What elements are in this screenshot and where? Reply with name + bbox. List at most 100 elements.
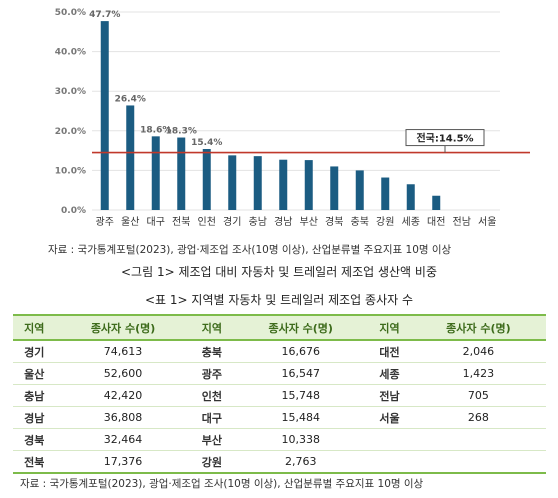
y-axis-tick-labels: 0.0% 10.0% 20.0% 30.0% 40.0% 50.0% (55, 8, 86, 216)
bar (100, 21, 109, 210)
bar (381, 177, 390, 210)
header-region: 지역 (368, 314, 411, 341)
x-tick-label: 강원 (376, 216, 394, 228)
bar (330, 166, 339, 210)
region-cell: 강원 (190, 450, 234, 474)
header-region: 지역 (190, 314, 234, 341)
x-tick-label: 충북 (351, 216, 369, 228)
count-cell: 2,763 (233, 450, 369, 474)
y-tick-label: 50.0% (55, 8, 86, 18)
count-cell: 268 (410, 406, 546, 429)
table-row: 경남 36,808 대구 15,484 서울 268 (13, 406, 546, 429)
region-cell: 대전 (368, 340, 411, 363)
bar (355, 170, 364, 210)
region-cell: 대구 (190, 406, 234, 429)
region-cell: 서울 (368, 406, 411, 429)
region-cell: 광주 (190, 362, 234, 385)
x-tick-label: 경북 (325, 215, 343, 228)
header-count: 종사자 수(명) (410, 314, 546, 341)
figure-caption: <그림 1> 제조업 대비 자동차 및 트레일러 제조업 생산액 비중 (121, 265, 437, 279)
table-row: 울산 52,600 광주 16,547 세종 1,423 (13, 362, 546, 385)
data-label: 47.7% (89, 10, 120, 20)
count-cell (410, 450, 546, 474)
x-tick-label: 세종 (402, 216, 420, 228)
bar (228, 155, 237, 210)
count-cell: 705 (410, 384, 546, 407)
employee-table: 지역 종사자 수(명) 지역 종사자 수(명) 지역 종사자 수(명) 경기 7… (13, 314, 546, 474)
region-cell: 세종 (368, 362, 411, 385)
region-cell: 충북 (190, 340, 234, 363)
bar (432, 195, 441, 210)
header-region: 지역 (13, 314, 56, 341)
table-row: 경기 74,613 충북 16,676 대전 2,046 (13, 340, 546, 363)
region-cell: 충남 (13, 384, 56, 407)
header-count: 종사자 수(명) (55, 314, 191, 341)
table-source-note: 자료 : 국가통계포털(2023), 광업·제조업 조사(10명 이상), 산업… (20, 478, 424, 490)
count-cell: 10,338 (233, 428, 369, 451)
x-tick-label: 서울 (478, 216, 496, 228)
count-cell: 2,046 (410, 340, 546, 363)
y-tick-label: 40.0% (55, 48, 86, 58)
x-tick-label: 전남 (453, 216, 471, 228)
x-tick-label: 전북 (172, 216, 190, 228)
count-cell: 32,464 (55, 428, 191, 451)
data-label: 26.4% (115, 94, 146, 104)
x-tick-label: 부산 (300, 216, 318, 228)
count-cell: 16,676 (233, 340, 369, 363)
x-tick-label: 경남 (274, 215, 292, 228)
region-cell: 경기 (13, 340, 56, 363)
count-cell: 16,547 (233, 362, 369, 385)
table-row: 경북 32,464 부산 10,338 (13, 428, 546, 451)
table-row: 전북 17,376 강원 2,763 (13, 450, 546, 474)
data-label: 15.4% (191, 138, 222, 148)
count-cell: 1,423 (410, 362, 546, 385)
data-label: 18.3% (166, 127, 197, 137)
region-cell: 울산 (13, 362, 56, 385)
count-cell: 15,748 (233, 384, 369, 407)
x-tick-label: 충남 (249, 216, 267, 228)
count-cell: 42,420 (55, 384, 191, 407)
region-cell: 경남 (13, 406, 56, 429)
bar (177, 137, 186, 210)
region-cell: 전남 (368, 384, 411, 407)
region-cell (368, 428, 411, 451)
count-cell: 15,484 (233, 406, 369, 429)
bar (406, 184, 415, 210)
region-cell: 인천 (190, 384, 234, 407)
x-tick-label: 대전 (427, 216, 445, 228)
bar (126, 105, 135, 210)
x-tick-label: 울산 (121, 216, 139, 228)
bar (279, 159, 288, 210)
x-axis-tick-labels: 광주 울산 대구 전북 인천 경기 충남 경남 부산 경북 충북 강원 세종 대전 전남 서울 (96, 215, 497, 228)
chart-data-labels: 47.7% 26.4% 18.6%18.3%15.4% (89, 10, 222, 148)
region-cell: 경북 (13, 428, 56, 451)
chart-gridlines (92, 11, 500, 211)
region-cell (368, 450, 411, 474)
bar (151, 136, 160, 210)
x-tick-label: 인천 (198, 216, 216, 228)
bar (304, 160, 313, 210)
bar-chart: 0.0% 10.0% 20.0% 30.0% 40.0% 50.0% 47.7% 26.4%… (55, 8, 530, 228)
table-caption: <표 1> 지역별 자동차 및 트레일러 제조업 종사자 수 (144, 293, 414, 307)
count-cell: 17,376 (55, 450, 191, 474)
data-label: 18.6% (140, 125, 171, 135)
y-tick-label: 10.0% (55, 166, 86, 176)
reference-label: 전국:14.5% (416, 132, 473, 145)
reference-callout-box (405, 129, 485, 147)
x-tick-label: 경기 (223, 215, 241, 228)
y-tick-label: 20.0% (55, 127, 86, 137)
bar (253, 156, 262, 210)
table-row: 충남 42,420 인천 15,748 전남 705 (13, 384, 546, 407)
chart-bars (100, 21, 441, 210)
count-cell: 74,613 (55, 340, 191, 363)
chart-source-note: 자료 : 국가통계포털(2023), 광업·제조업 조사(10명 이상), 산업… (48, 244, 452, 256)
count-cell: 36,808 (55, 406, 191, 429)
region-cell: 전북 (13, 450, 56, 474)
x-tick-label: 광주 (96, 216, 114, 228)
y-tick-label: 30.0% (55, 87, 86, 97)
count-cell (410, 428, 546, 451)
bar (202, 149, 211, 210)
x-tick-label: 대구 (147, 216, 165, 228)
region-cell: 부산 (190, 428, 234, 451)
y-tick-label: 0.0% (61, 206, 86, 216)
